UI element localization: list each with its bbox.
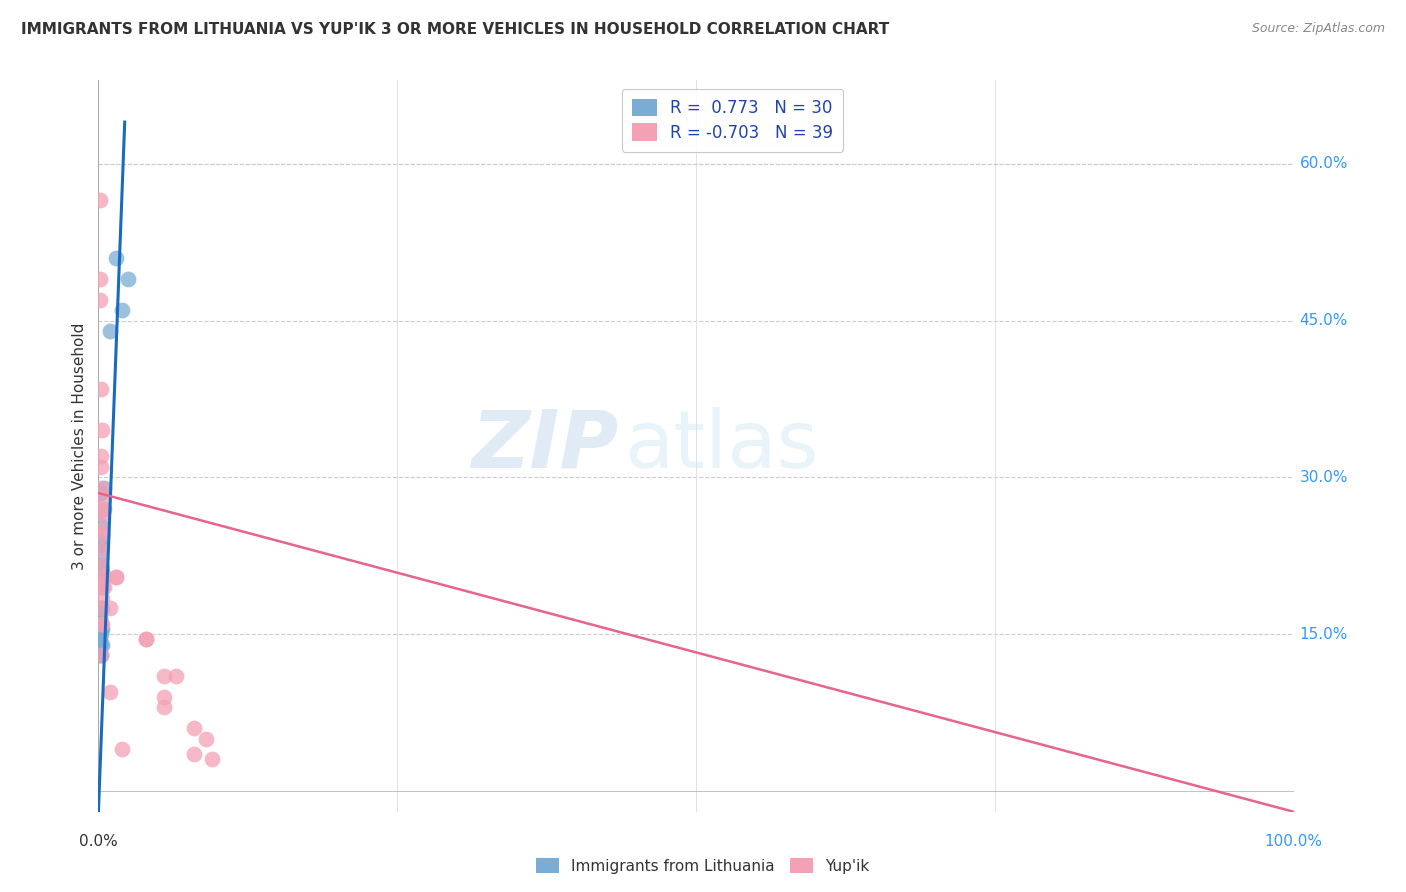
Point — [89, 611, 111, 625]
Point — [90, 382, 112, 396]
Point — [90, 565, 112, 579]
Point — [90, 627, 112, 641]
Point — [105, 569, 128, 583]
Point — [93, 580, 115, 594]
Text: 30.0%: 30.0% — [1299, 470, 1348, 485]
Point — [91, 491, 114, 506]
Point — [89, 549, 111, 563]
Text: 45.0%: 45.0% — [1299, 313, 1348, 328]
Point — [153, 690, 176, 704]
Text: 15.0%: 15.0% — [1299, 626, 1348, 641]
Point — [91, 622, 114, 636]
Point — [90, 601, 112, 615]
Point — [135, 632, 157, 647]
Point — [89, 601, 111, 615]
Point — [89, 486, 111, 500]
Point — [91, 528, 114, 542]
Point — [90, 559, 112, 574]
Point — [90, 638, 112, 652]
Text: 0.0%: 0.0% — [79, 834, 118, 848]
Point — [90, 648, 112, 662]
Point — [90, 616, 112, 631]
Text: 100.0%: 100.0% — [1264, 834, 1323, 848]
Point — [195, 731, 218, 746]
Point — [93, 501, 115, 516]
Point — [89, 194, 111, 208]
Point — [90, 648, 112, 662]
Text: ZIP: ZIP — [471, 407, 619, 485]
Y-axis label: 3 or more Vehicles in Household: 3 or more Vehicles in Household — [72, 322, 87, 570]
Point — [90, 486, 112, 500]
Point — [89, 565, 111, 579]
Point — [98, 324, 122, 338]
Point — [91, 565, 114, 579]
Point — [89, 622, 111, 636]
Point — [91, 591, 114, 605]
Point — [89, 632, 111, 647]
Point — [105, 251, 128, 265]
Point — [98, 601, 122, 615]
Point — [93, 481, 115, 495]
Point — [153, 669, 176, 683]
Point — [111, 742, 134, 756]
Point — [90, 574, 112, 589]
Point — [117, 272, 139, 286]
Point — [91, 507, 114, 521]
Point — [89, 580, 111, 594]
Text: IMMIGRANTS FROM LITHUANIA VS YUP'IK 3 OR MORE VEHICLES IN HOUSEHOLD CORRELATION : IMMIGRANTS FROM LITHUANIA VS YUP'IK 3 OR… — [21, 22, 890, 37]
Legend: R =  0.773   N = 30, R = -0.703   N = 39: R = 0.773 N = 30, R = -0.703 N = 39 — [621, 88, 844, 152]
Text: Source: ZipAtlas.com: Source: ZipAtlas.com — [1251, 22, 1385, 36]
Point — [90, 523, 112, 537]
Point — [90, 601, 112, 615]
Point — [89, 293, 111, 307]
Point — [183, 747, 205, 762]
Point — [98, 684, 122, 698]
Point — [105, 569, 128, 583]
Point — [90, 622, 112, 636]
Point — [111, 303, 134, 318]
Point — [89, 272, 111, 286]
Point — [90, 481, 112, 495]
Point — [201, 752, 224, 766]
Point — [90, 501, 112, 516]
Point — [183, 721, 205, 735]
Point — [91, 580, 114, 594]
Point — [135, 632, 157, 647]
Point — [91, 423, 114, 437]
Point — [90, 543, 112, 558]
Point — [89, 648, 111, 662]
Point — [90, 450, 112, 464]
Legend: Immigrants from Lithuania, Yup'ik: Immigrants from Lithuania, Yup'ik — [530, 852, 876, 880]
Point — [90, 538, 112, 552]
Point — [91, 616, 114, 631]
Text: atlas: atlas — [624, 407, 818, 485]
Point — [89, 517, 111, 532]
Point — [91, 601, 114, 615]
Point — [91, 638, 114, 652]
Text: 60.0%: 60.0% — [1299, 156, 1348, 171]
Point — [89, 533, 111, 547]
Point — [165, 669, 187, 683]
Point — [93, 569, 115, 583]
Point — [90, 459, 112, 474]
Point — [90, 559, 112, 574]
Point — [153, 700, 176, 714]
